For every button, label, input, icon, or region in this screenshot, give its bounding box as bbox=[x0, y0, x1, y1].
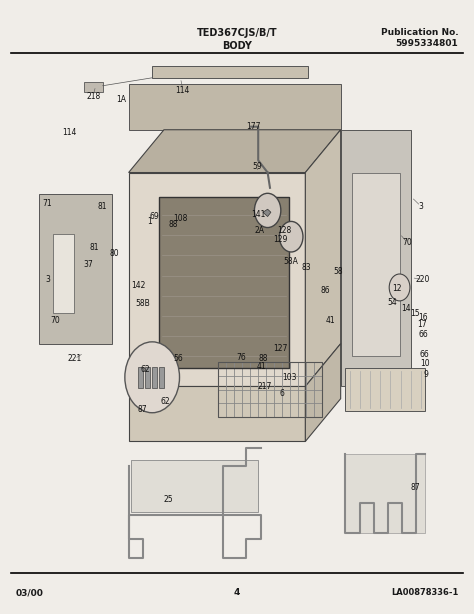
Text: 218: 218 bbox=[86, 91, 100, 101]
Circle shape bbox=[125, 342, 180, 413]
Text: 220: 220 bbox=[416, 275, 430, 284]
Text: 12: 12 bbox=[392, 284, 402, 293]
Text: 80: 80 bbox=[109, 249, 119, 258]
Text: LA00878336-1: LA00878336-1 bbox=[391, 588, 458, 597]
Text: 03/00: 03/00 bbox=[16, 588, 44, 597]
Text: 2A: 2A bbox=[255, 226, 264, 235]
Text: 83: 83 bbox=[302, 263, 311, 272]
Text: 54: 54 bbox=[388, 298, 397, 307]
Text: 70: 70 bbox=[51, 316, 61, 325]
Polygon shape bbox=[128, 173, 305, 386]
Circle shape bbox=[279, 222, 303, 252]
Polygon shape bbox=[138, 367, 143, 387]
Polygon shape bbox=[346, 454, 426, 533]
Polygon shape bbox=[131, 460, 258, 511]
Polygon shape bbox=[128, 386, 305, 441]
Text: 16: 16 bbox=[419, 313, 428, 322]
Polygon shape bbox=[353, 173, 400, 356]
Polygon shape bbox=[305, 130, 341, 386]
Text: 66: 66 bbox=[418, 330, 428, 339]
Text: 86: 86 bbox=[321, 286, 330, 295]
Polygon shape bbox=[341, 130, 411, 386]
Text: 3: 3 bbox=[419, 201, 423, 211]
Text: 88: 88 bbox=[169, 220, 178, 229]
Polygon shape bbox=[152, 367, 157, 387]
Text: 15: 15 bbox=[410, 309, 420, 317]
Circle shape bbox=[255, 193, 281, 228]
Text: 129: 129 bbox=[273, 235, 288, 244]
Polygon shape bbox=[145, 367, 150, 387]
Text: 108: 108 bbox=[173, 214, 188, 223]
Polygon shape bbox=[128, 84, 341, 130]
Text: 128: 128 bbox=[277, 226, 291, 235]
Text: 9: 9 bbox=[423, 370, 428, 379]
Text: 62: 62 bbox=[140, 365, 150, 374]
Text: 1A: 1A bbox=[117, 95, 127, 104]
Text: 81: 81 bbox=[90, 243, 100, 252]
Polygon shape bbox=[346, 368, 426, 411]
Text: 10: 10 bbox=[420, 359, 429, 368]
Text: 142: 142 bbox=[131, 281, 145, 290]
Polygon shape bbox=[159, 367, 164, 387]
Polygon shape bbox=[84, 82, 103, 92]
Text: 59: 59 bbox=[252, 162, 262, 171]
Text: 58A: 58A bbox=[284, 257, 299, 266]
Text: 141: 141 bbox=[251, 209, 265, 219]
Text: 88: 88 bbox=[258, 354, 268, 363]
Text: 114: 114 bbox=[63, 128, 77, 138]
Text: 66: 66 bbox=[419, 350, 429, 359]
Text: 62: 62 bbox=[161, 397, 170, 406]
Polygon shape bbox=[152, 66, 308, 78]
Text: 87: 87 bbox=[410, 483, 420, 492]
Text: 127: 127 bbox=[273, 344, 288, 353]
Text: 37: 37 bbox=[84, 260, 93, 269]
Text: 14: 14 bbox=[401, 305, 410, 313]
Text: 25: 25 bbox=[164, 495, 173, 504]
Text: 87: 87 bbox=[138, 405, 147, 414]
Text: 4: 4 bbox=[234, 588, 240, 597]
Text: 70: 70 bbox=[403, 238, 412, 247]
Text: Publication No.
5995334801: Publication No. 5995334801 bbox=[381, 28, 458, 49]
Text: 217: 217 bbox=[257, 382, 272, 391]
Text: 221: 221 bbox=[67, 354, 82, 363]
Polygon shape bbox=[53, 234, 74, 313]
Polygon shape bbox=[159, 197, 289, 368]
Polygon shape bbox=[39, 194, 112, 344]
Text: 17: 17 bbox=[417, 320, 427, 328]
Text: 177: 177 bbox=[246, 122, 261, 131]
Text: 81: 81 bbox=[98, 201, 108, 211]
Text: TED367CJS/B/T
BODY: TED367CJS/B/T BODY bbox=[197, 28, 277, 51]
Text: 3: 3 bbox=[45, 275, 50, 284]
Text: 41: 41 bbox=[257, 362, 266, 371]
Text: 58B: 58B bbox=[136, 300, 150, 308]
Text: 6: 6 bbox=[279, 389, 284, 398]
Polygon shape bbox=[128, 130, 341, 173]
Text: 56: 56 bbox=[173, 354, 183, 363]
Text: 76: 76 bbox=[236, 352, 246, 362]
Text: 114: 114 bbox=[176, 85, 190, 95]
Polygon shape bbox=[263, 209, 271, 217]
Text: 58: 58 bbox=[334, 267, 343, 276]
Text: 103: 103 bbox=[283, 373, 297, 382]
Text: 1: 1 bbox=[147, 217, 152, 226]
Text: 71: 71 bbox=[43, 198, 53, 208]
Text: 41: 41 bbox=[326, 316, 335, 325]
Text: 69: 69 bbox=[150, 212, 159, 221]
Polygon shape bbox=[305, 344, 341, 441]
Circle shape bbox=[389, 274, 410, 301]
